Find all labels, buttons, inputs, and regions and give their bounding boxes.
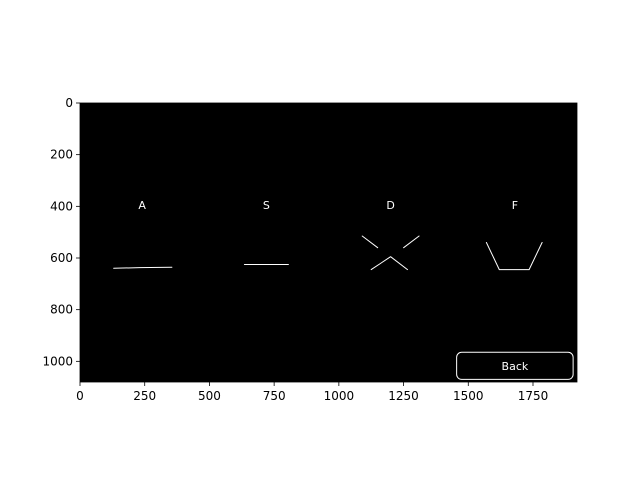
x-tick-label: 1250 (388, 389, 419, 403)
y-axis: 0 200 400 600 800 1000 (42, 96, 80, 368)
key-s-label: S (263, 199, 270, 212)
y-tick-label: 200 (50, 148, 73, 162)
y-tick-label: 0 (65, 96, 73, 110)
y-tick-label: 400 (50, 199, 73, 213)
back-button-label[interactable]: Back (502, 360, 529, 373)
y-tick-label: 1000 (42, 354, 73, 368)
key-a-label: A (138, 199, 146, 212)
back-button-frame[interactable] (456, 351, 574, 380)
x-tick-label: 1500 (453, 389, 484, 403)
key-f-label: F (512, 199, 518, 212)
x-tick-label: 500 (198, 389, 221, 403)
x-tick-label: 750 (263, 389, 286, 403)
x-tick-label: 0 (76, 389, 84, 403)
x-axis: 0 250 500 750 1000 1250 1500 1750 (76, 382, 548, 403)
key-f-stroke (485, 242, 543, 271)
y-tick-label: 800 (50, 303, 73, 317)
key-d-label: D (386, 199, 394, 212)
plot-area (79, 102, 578, 383)
back-button[interactable]: Back (456, 351, 574, 380)
y-tick-label: 600 (50, 251, 73, 265)
x-tick-label: 1750 (518, 389, 549, 403)
x-tick-label: 1000 (324, 389, 355, 403)
strokes-layer (113, 235, 543, 271)
key-a-stroke (113, 266, 173, 269)
key-d-stroke (361, 235, 379, 249)
x-tick-label: 250 (133, 389, 156, 403)
key-d-stroke (403, 235, 420, 249)
key-d-stroke (370, 256, 408, 271)
